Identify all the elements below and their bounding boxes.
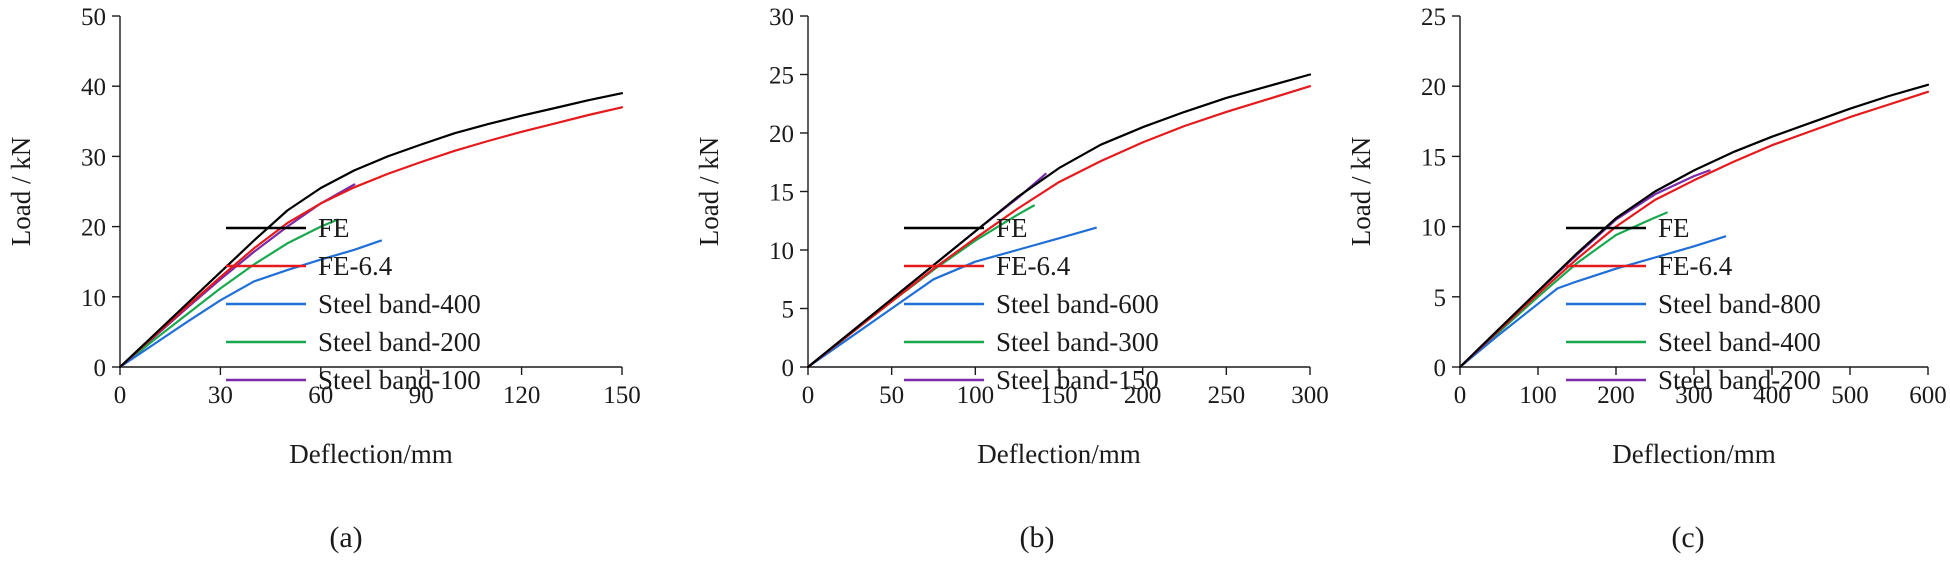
legend-label: Steel band-300 <box>996 327 1159 357</box>
x-tick-label: 300 <box>1291 382 1329 409</box>
y-tick-label: 5 <box>1434 285 1447 312</box>
y-tick-label: 30 <box>81 144 106 171</box>
y-tick-label: 40 <box>81 74 106 101</box>
series-line-steel-band-600 <box>806 226 1097 369</box>
chart-panel-a: 0 10 20 30 40 50 0 30 60 90 120 150 Load / kN Deflect… <box>6 4 641 554</box>
x-tick-label: 100 <box>957 382 995 409</box>
x-tick-label: 30 <box>208 382 233 409</box>
y-tick-label: 0 <box>94 355 107 382</box>
x-tick-label: 300 <box>1675 382 1713 409</box>
panel-caption: (a) <box>329 521 362 554</box>
legend-label: FE <box>1658 213 1690 243</box>
legend-label: FE-6.4 <box>1658 251 1733 281</box>
x-tick-label: 60 <box>308 382 333 409</box>
y-tick-label: 20 <box>1421 74 1446 101</box>
x-tick-label: 150 <box>603 382 641 409</box>
x-tick-label: 0 <box>114 382 127 409</box>
y-tick-label: 10 <box>81 285 106 312</box>
legend-label: Steel band-600 <box>996 289 1159 319</box>
legend-label: Steel band-800 <box>1658 289 1821 319</box>
y-tick-label: 5 <box>782 297 795 324</box>
series-line-fe-6-4 <box>1458 90 1930 369</box>
x-tick-label: 400 <box>1753 382 1791 409</box>
x-tick-label: 150 <box>1040 382 1078 409</box>
legend-label: Steel band-100 <box>318 365 481 395</box>
y-tick-label: 50 <box>81 4 106 31</box>
y-axis-title: Load / kN <box>1346 137 1376 246</box>
series-line-fe-6-4 <box>118 106 624 369</box>
x-axis-title: Deflection/mm <box>289 439 452 469</box>
y-tick-label: 15 <box>769 180 794 207</box>
legend-label: Steel band-400 <box>318 289 481 319</box>
series-line-fe <box>806 73 1312 369</box>
series-line-steel-band-800 <box>1458 235 1727 369</box>
legend-label: Steel band-150 <box>996 365 1159 395</box>
x-axis-title: Deflection/mm <box>1612 439 1775 469</box>
series-line-steel-band-200 <box>118 218 339 369</box>
legend-label: FE-6.4 <box>996 251 1071 281</box>
series-line-steel-band-400 <box>118 239 383 369</box>
x-tick-label: 600 <box>1909 382 1947 409</box>
x-tick-label: 0 <box>802 382 815 409</box>
y-tick-label: 20 <box>81 215 106 242</box>
y-tick-label: 0 <box>782 355 795 382</box>
y-tick-label: 25 <box>1421 4 1446 31</box>
y-tick-label: 25 <box>769 63 794 90</box>
panel-caption: (c) <box>1671 521 1704 554</box>
legend-label: FE <box>318 213 350 243</box>
y-tick-label: 0 <box>1434 355 1447 382</box>
y-tick-label: 15 <box>1421 144 1446 171</box>
x-tick-label: 50 <box>879 382 904 409</box>
x-tick-label: 250 <box>1208 382 1246 409</box>
x-tick-label: 120 <box>503 382 541 409</box>
chart-panel-c: 0 5 10 15 20 25 0 100 200 300 400 500 600 Load / kN De… <box>1346 4 1947 554</box>
legend-label: FE-6.4 <box>318 251 393 281</box>
series-line-fe <box>1458 83 1930 369</box>
x-tick-label: 0 <box>1454 382 1467 409</box>
x-tick-label: 100 <box>1519 382 1557 409</box>
y-axis-title: Load / kN <box>6 137 36 246</box>
x-axis-title: Deflection/mm <box>977 439 1140 469</box>
series-line-steel-band-400 <box>1458 211 1668 369</box>
legend-label: Steel band-200 <box>318 327 481 357</box>
y-axis-title: Load / kN <box>694 137 724 246</box>
x-tick-label: 90 <box>409 382 434 409</box>
panel-caption: (b) <box>1020 521 1055 554</box>
series-line-fe-6-4 <box>806 85 1312 369</box>
legend-label: Steel band-400 <box>1658 327 1821 357</box>
series-line-fe <box>118 92 624 369</box>
y-tick-label: 30 <box>769 4 794 31</box>
x-tick-label: 200 <box>1124 382 1162 409</box>
legend-label: Steel band-200 <box>1658 365 1821 395</box>
legend-label: FE <box>996 213 1028 243</box>
x-tick-label: 500 <box>1831 382 1869 409</box>
y-tick-label: 10 <box>1421 215 1446 242</box>
y-tick-label: 20 <box>769 121 794 148</box>
x-tick-label: 200 <box>1597 382 1635 409</box>
y-tick-label: 10 <box>769 238 794 265</box>
